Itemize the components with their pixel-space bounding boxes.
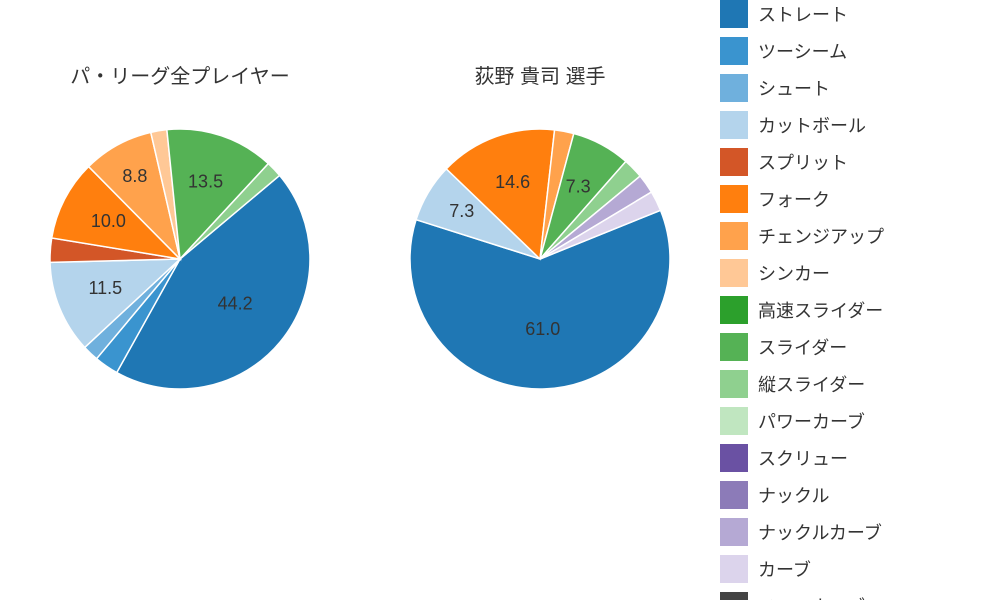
legend-swatch <box>720 555 748 583</box>
legend-swatch <box>720 518 748 546</box>
legend-label: 高速スライダー <box>758 297 883 323</box>
pie-slice-label: 8.8 <box>122 166 147 186</box>
legend-swatch <box>720 0 748 28</box>
legend: ストレートツーシームシュートカットボールスプリットフォークチェンジアップシンカー… <box>720 0 1000 600</box>
legend-item: スローカーブ <box>720 592 990 600</box>
legend-item: チェンジアップ <box>720 222 990 250</box>
legend-item: 高速スライダー <box>720 296 990 324</box>
legend-label: ナックル <box>758 482 829 508</box>
legend-label: スライダー <box>758 334 847 360</box>
legend-swatch <box>720 74 748 102</box>
legend-label: パワーカーブ <box>758 408 865 434</box>
legend-swatch <box>720 296 748 324</box>
legend-item: ナックル <box>720 481 990 509</box>
pie-slice-label: 13.5 <box>188 171 223 191</box>
legend-swatch <box>720 148 748 176</box>
legend-label: フォーク <box>758 186 830 212</box>
legend-item: ナックルカーブ <box>720 518 990 546</box>
chart-title: 荻野 貴司 選手 <box>474 60 605 89</box>
pie-chart: 61.0 7.3 14.6 7.3 <box>400 119 680 399</box>
legend-item: カットボール <box>720 111 990 139</box>
legend-swatch <box>720 222 748 250</box>
pie-slice-label: 7.3 <box>449 201 474 221</box>
legend-label: スクリュー <box>758 445 848 471</box>
legend-swatch <box>720 185 748 213</box>
pie-slice-label: 14.6 <box>495 172 530 192</box>
legend-item: ツーシーム <box>720 37 990 65</box>
legend-item: カーブ <box>720 555 990 583</box>
legend-swatch <box>720 370 748 398</box>
legend-label: カットボール <box>758 112 866 138</box>
pie-slice-label: 44.2 <box>218 293 253 313</box>
legend-swatch <box>720 481 748 509</box>
chart-block: パ・リーグ全プレイヤー 44.2 11.5 10.0 8.8 13.5 <box>40 60 320 399</box>
pie-chart: 44.2 11.5 10.0 8.8 13.5 <box>40 119 320 399</box>
legend-label: ナックルカーブ <box>758 519 882 545</box>
legend-swatch <box>720 444 748 472</box>
legend-swatch <box>720 333 748 361</box>
legend-item: スプリット <box>720 148 990 176</box>
legend-swatch <box>720 37 748 65</box>
chart-title: パ・リーグ全プレイヤー <box>70 60 289 89</box>
legend-label: シンカー <box>758 260 830 286</box>
legend-swatch <box>720 111 748 139</box>
legend-label: ストレート <box>758 1 848 27</box>
legend-item: フォーク <box>720 185 990 213</box>
legend-item: シンカー <box>720 259 990 287</box>
chart-container: パ・リーグ全プレイヤー 44.2 11.5 10.0 8.8 13.5 荻野 貴司 選手 61… <box>0 0 1000 600</box>
legend-item: スクリュー <box>720 444 990 472</box>
legend-label: チェンジアップ <box>758 223 884 249</box>
legend-label: 縦スライダー <box>758 371 865 397</box>
legend-label: スプリット <box>758 149 848 175</box>
pie-slice-label: 10.0 <box>91 211 126 231</box>
legend-item: パワーカーブ <box>720 407 990 435</box>
legend-swatch <box>720 592 748 600</box>
legend-item: シュート <box>720 74 990 102</box>
pie-slice-label: 61.0 <box>525 319 560 339</box>
legend-item: ストレート <box>720 0 990 28</box>
charts-area: パ・リーグ全プレイヤー 44.2 11.5 10.0 8.8 13.5 荻野 貴司 選手 61… <box>0 0 720 600</box>
legend-item: スライダー <box>720 333 990 361</box>
legend-item: 縦スライダー <box>720 370 990 398</box>
legend-swatch <box>720 407 748 435</box>
chart-block: 荻野 貴司 選手 61.0 7.3 14.6 7.3 <box>400 60 680 399</box>
legend-label: シュート <box>758 75 830 101</box>
pie-slice-label: 7.3 <box>566 177 591 197</box>
legend-label: ツーシーム <box>758 38 847 64</box>
legend-swatch <box>720 259 748 287</box>
legend-label: カーブ <box>758 556 811 582</box>
legend-label: スローカーブ <box>758 593 865 600</box>
pie-slice-label: 11.5 <box>89 278 123 298</box>
